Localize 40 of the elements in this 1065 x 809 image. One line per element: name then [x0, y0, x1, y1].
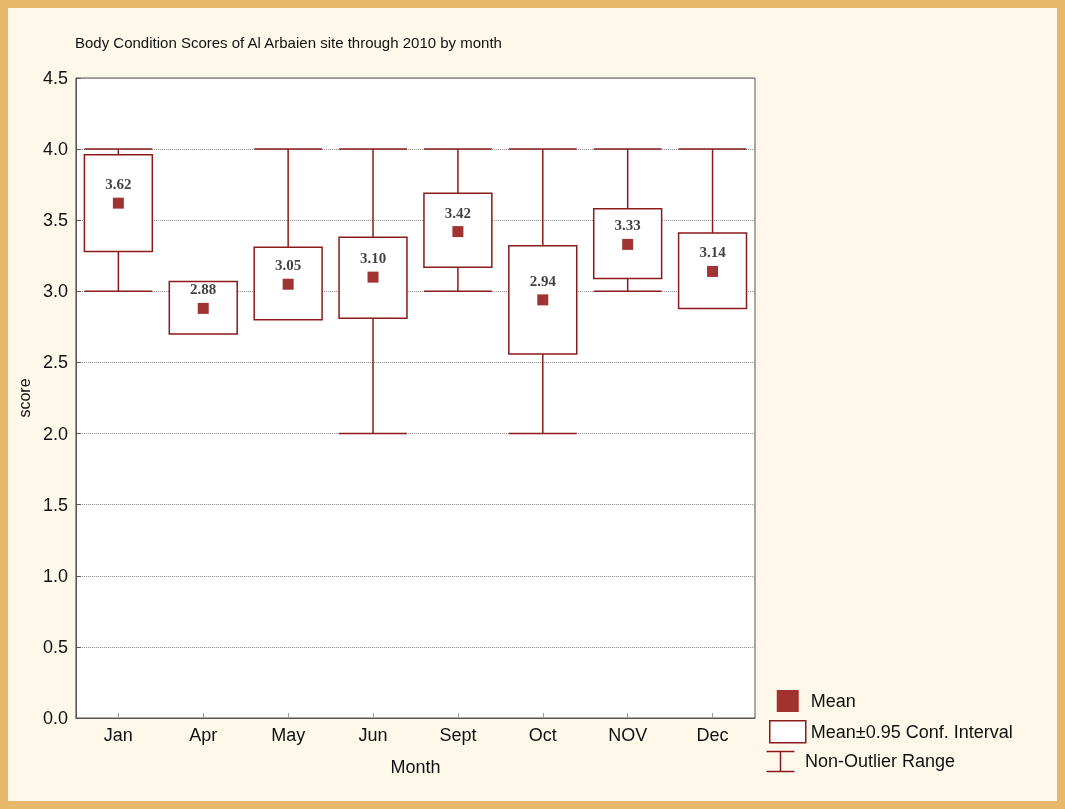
x-tick-label: NOV	[608, 725, 648, 745]
point	[537, 294, 549, 306]
y-tick-label: 4.5	[42, 68, 68, 88]
y-tick-label: 4.0	[42, 139, 68, 160]
point	[112, 197, 124, 209]
legend-label: Mean	[810, 691, 856, 711]
y-tick-label: 1.0	[42, 565, 68, 586]
data-label: 3.14	[699, 244, 727, 261]
x-tick-label: Dec	[696, 725, 729, 745]
y-tick-label: 0.0	[42, 708, 68, 728]
x-tick-label: Sept	[439, 725, 477, 745]
x-tick-label: May	[271, 725, 306, 745]
legend-label: Mean±0.95 Conf. Interval	[810, 721, 1013, 742]
text: Non-Outlier Range	[805, 751, 956, 771]
data-label: 2.88	[190, 281, 217, 298]
y-tick-label: 2.5	[42, 352, 68, 373]
data-label: 3.42	[444, 204, 472, 221]
data-label: 2.94	[529, 272, 557, 289]
x-tick-label: Jan	[103, 725, 133, 745]
data-label: 3.10	[359, 250, 387, 267]
point	[367, 271, 379, 283]
point	[197, 302, 209, 314]
data-label: 3.33	[614, 217, 641, 234]
x-axis-title: Month	[390, 757, 441, 777]
point	[282, 278, 294, 290]
y-tick-label: 3.5	[42, 210, 68, 231]
y-tick-label: 2.0	[42, 423, 68, 444]
x-tick-label: Jun	[358, 725, 388, 745]
data-label: 3.62	[105, 176, 132, 193]
chart-title: Body Condition Scores of Al Arbaien site through 2010 by month	[75, 34, 502, 51]
x-tick-label: Oct	[528, 725, 557, 745]
y-axis-title: score	[15, 378, 33, 418]
y-tick-label: 0.5	[42, 636, 68, 657]
x-tick-label: Apr	[189, 725, 218, 745]
y-tick-label: 3.0	[42, 281, 68, 302]
point	[622, 238, 634, 250]
data-label: 3.05	[275, 257, 302, 274]
point	[707, 265, 719, 277]
point	[452, 226, 464, 238]
y-tick-label: 1.5	[42, 494, 68, 515]
